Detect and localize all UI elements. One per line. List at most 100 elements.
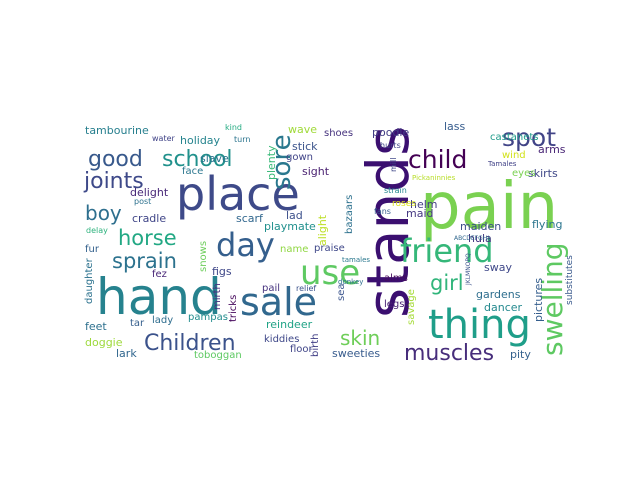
cloud-word-scarf: scarf bbox=[236, 212, 264, 225]
cloud-word-tamales: Tamales bbox=[487, 160, 517, 168]
cloud-word-toboggan: toboggan bbox=[194, 350, 242, 361]
cloud-word-skin: skin bbox=[340, 326, 380, 350]
cloud-word-spot: spot bbox=[502, 123, 556, 152]
cloud-word-skirts: skirts bbox=[528, 167, 558, 180]
cloud-word-flying: flying bbox=[532, 218, 562, 231]
cloud-word-sore: sore bbox=[267, 134, 297, 190]
cloud-word-strain: strain bbox=[384, 186, 407, 195]
cloud-word-alms: alms bbox=[384, 273, 408, 284]
cloud-word-stick: stick bbox=[292, 140, 318, 153]
cloud-word-tambourine: tambourine bbox=[85, 124, 149, 137]
cloud-word-pickaninnies: Pickaninnies bbox=[412, 174, 456, 182]
cloud-word-lass: lass bbox=[444, 120, 466, 133]
cloud-word-reindeer: reindeer bbox=[266, 318, 313, 331]
cloud-word-sea: sea bbox=[336, 284, 347, 302]
cloud-word-mirth: mirth bbox=[212, 283, 223, 310]
cloud-word-pail: pail bbox=[262, 283, 280, 294]
cloud-word-relief: relief bbox=[296, 284, 316, 293]
cloud-word-dancer: dancer bbox=[484, 301, 523, 314]
cloud-word-helm: helm bbox=[410, 198, 438, 211]
cloud-word-bazaars: bazaars bbox=[344, 195, 355, 234]
cloud-word-savage: savage bbox=[406, 289, 417, 325]
cloud-word-pain: pain bbox=[420, 170, 558, 244]
cloud-word-sprain: sprain bbox=[112, 249, 177, 273]
cloud-word-kiddies: kiddies bbox=[264, 334, 299, 345]
cloud-word-tricks: tricks bbox=[228, 295, 239, 322]
cloud-word-eyes: eyes bbox=[512, 168, 535, 179]
cloud-word-floor: floor bbox=[290, 344, 314, 355]
cloud-word-swelling: swelling bbox=[536, 242, 569, 356]
cloud-word-sight: sight bbox=[302, 165, 330, 178]
cloud-word-abcdefghi: ABCDEFGHI bbox=[454, 235, 489, 242]
cloud-word-wave: wave bbox=[288, 123, 317, 136]
cloud-word-hula: hula bbox=[468, 232, 492, 245]
cloud-word-alight: alight bbox=[316, 214, 329, 246]
cloud-word-face: face bbox=[182, 166, 203, 177]
cloud-word-gown: gown bbox=[286, 152, 313, 163]
cloud-word-cradle: cradle bbox=[132, 212, 166, 225]
cloud-word-delay: delay bbox=[86, 226, 108, 235]
cloud-word-use: use bbox=[300, 253, 360, 293]
cloud-word-child: child bbox=[408, 145, 467, 174]
cloud-word-birth: birth bbox=[310, 334, 321, 358]
cloud-word-roses: roses bbox=[392, 199, 416, 209]
cloud-word-post: post bbox=[134, 197, 151, 206]
cloud-word-fans: fans bbox=[374, 207, 391, 216]
cloud-word-wind: wind bbox=[502, 150, 526, 161]
cloud-word-donkey: donkey bbox=[338, 278, 363, 286]
cloud-word-stands: stands bbox=[354, 126, 422, 318]
cloud-word-lad: lad bbox=[286, 209, 303, 222]
cloud-word-mill: mill bbox=[389, 158, 398, 172]
cloud-word-tamales: tamales bbox=[342, 256, 370, 264]
cloud-word-sway: sway bbox=[484, 261, 512, 274]
cloud-word-shoes: shoes bbox=[324, 128, 353, 139]
cloud-word-name: name bbox=[280, 244, 308, 255]
cloud-word-feet: feet bbox=[85, 320, 107, 333]
cloud-word-girl: girl bbox=[430, 271, 464, 295]
cloud-word-legs: legs bbox=[384, 299, 405, 310]
cloud-word-holiday: holiday bbox=[180, 134, 221, 147]
cloud-word-kind: kind bbox=[225, 123, 242, 132]
cloud-word-hand: hand bbox=[96, 268, 222, 326]
cloud-word-lady: lady bbox=[152, 315, 173, 326]
cloud-word-sweeties: sweeties bbox=[332, 347, 380, 360]
cloud-word-horse: horse bbox=[118, 226, 177, 250]
cloud-word-thing: thing bbox=[428, 302, 531, 348]
cloud-word-school: school bbox=[162, 147, 233, 172]
cloud-word-fur: fur bbox=[85, 244, 100, 255]
cloud-word-tar: tar bbox=[130, 318, 145, 329]
cloud-word-playmate: playmate bbox=[264, 220, 316, 233]
cloud-word-arms: arms bbox=[538, 143, 566, 156]
cloud-word-slave: slave bbox=[200, 152, 229, 165]
cloud-word-hurts: hurts bbox=[380, 141, 401, 150]
cloud-word-pity: pity bbox=[510, 348, 531, 361]
cloud-word-maid: maid bbox=[406, 207, 434, 220]
cloud-word-castanets: castanets bbox=[490, 132, 539, 143]
cloud-word-figs: figs bbox=[212, 265, 232, 278]
cloud-word-day: day bbox=[216, 226, 275, 264]
cloud-word-joints: joints bbox=[83, 169, 144, 194]
cloud-word-boy: boy bbox=[85, 201, 122, 225]
cloud-word-muscles: muscles bbox=[404, 341, 494, 366]
cloud-word-place: place bbox=[176, 167, 300, 221]
cloud-word-plenty: plenty bbox=[265, 145, 278, 180]
cloud-word-poodle: poodle bbox=[372, 126, 409, 139]
cloud-word-lark: lark bbox=[116, 347, 137, 360]
cloud-word-snows: snows bbox=[198, 241, 209, 272]
cloud-word-good: good bbox=[88, 147, 143, 172]
cloud-word-turn: turn bbox=[234, 135, 250, 144]
cloud-word-friend: friend bbox=[400, 232, 494, 270]
cloud-word-doggie: doggie bbox=[85, 336, 123, 349]
cloud-word-gardens: gardens bbox=[476, 288, 521, 301]
cloud-word-daughter: daughter bbox=[84, 257, 95, 304]
cloud-word-water: water bbox=[152, 134, 176, 143]
cloud-word-fez: fez bbox=[152, 269, 167, 280]
cloud-word-maiden: maiden bbox=[460, 220, 501, 233]
cloud-word-pictures: pictures bbox=[532, 278, 545, 322]
cloud-word-sale: sale bbox=[240, 280, 317, 324]
cloud-word-children: Children bbox=[144, 331, 236, 356]
cloud-word-substitutes: substitutes bbox=[565, 255, 575, 305]
cloud-word-praise: praise bbox=[314, 243, 345, 254]
cloud-word-delight: delight bbox=[130, 186, 169, 199]
